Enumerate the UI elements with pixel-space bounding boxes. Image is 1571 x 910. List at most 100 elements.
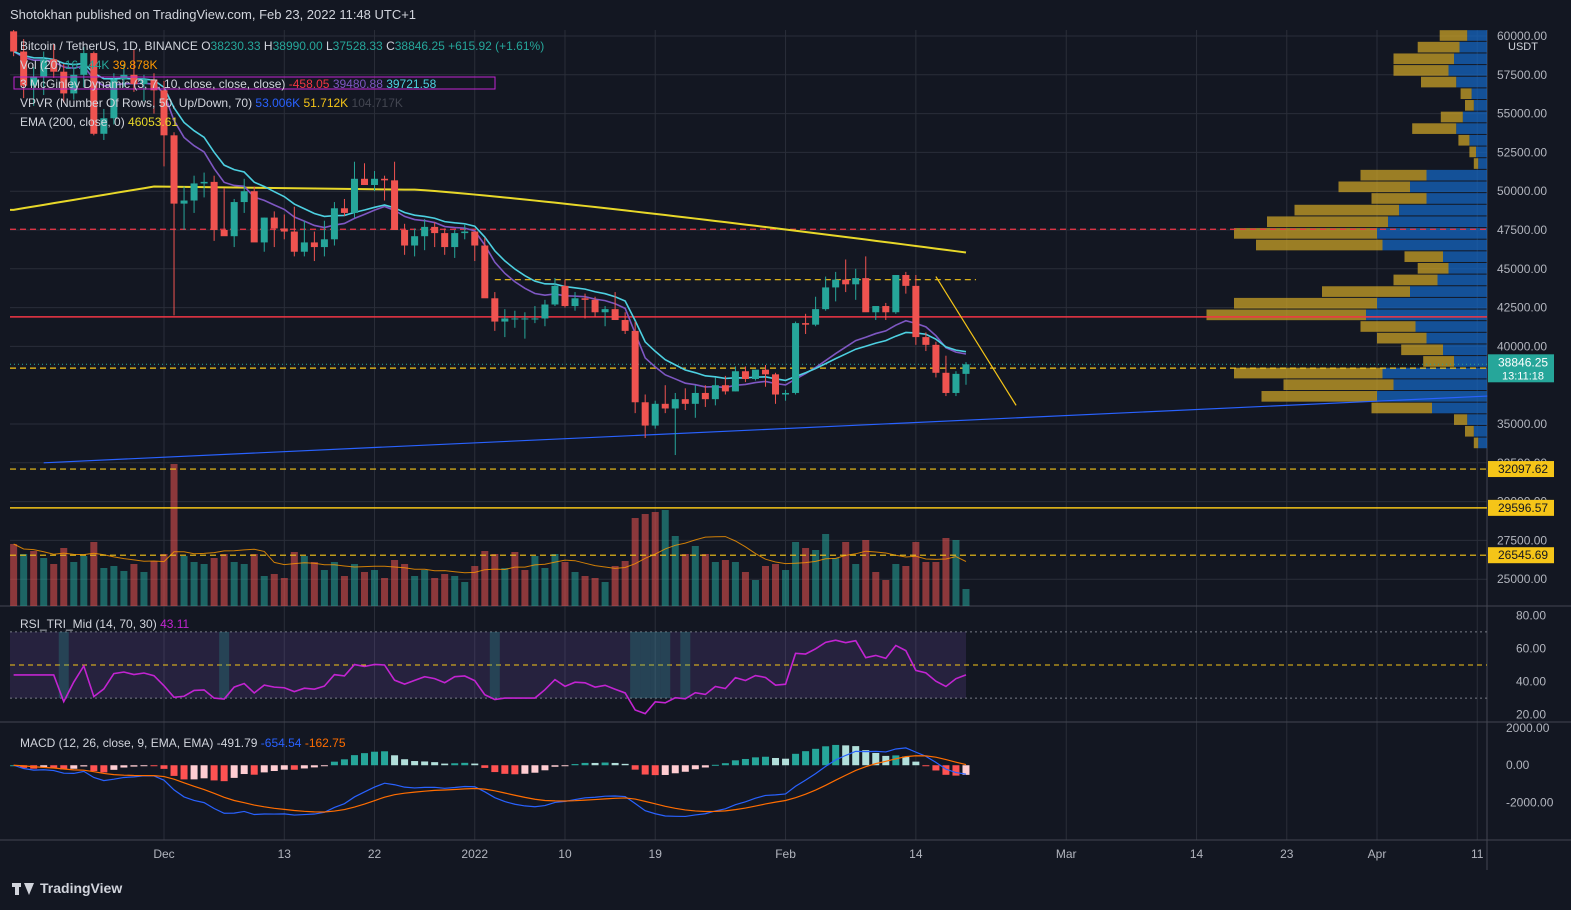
candle-body[interactable] [751,369,759,379]
candle-body[interactable] [290,231,298,252]
candle-body[interactable] [892,275,900,313]
candle-body[interactable] [912,285,920,338]
candle-body[interactable] [250,191,258,243]
candle-body[interactable] [90,53,98,134]
candle-body[interactable] [180,200,188,204]
descending-trendline[interactable] [935,276,1017,406]
candle-body[interactable] [792,323,800,393]
candle-body[interactable] [10,31,18,52]
candle-body[interactable] [391,180,399,230]
legend-symbol[interactable]: Bitcoin / TetherUS, 1D, BINANCE O38230.3… [20,39,544,53]
candle-body[interactable] [671,399,679,409]
candle-body[interactable] [310,242,318,248]
candle-body[interactable] [80,53,88,75]
candle-body[interactable] [782,392,790,395]
candle-body[interactable] [531,318,539,320]
candle-body[interactable] [832,279,840,288]
candle-body[interactable] [240,191,248,203]
legend-ema[interactable]: EMA (200, close, 0) 46053.61 [20,115,178,129]
time-axis[interactable]: Dec 13 22 2022 10 19 Feb 14 Mar 14 23 Apr 11 [153,847,1483,861]
legend-macd[interactable]: MACD (12, 26, close, 9, EMA, EMA) -491.7… [20,736,346,750]
candle-body[interactable] [170,135,178,204]
candle-body[interactable] [481,245,489,299]
candle-body[interactable] [591,299,599,313]
candle-body[interactable] [300,242,308,252]
candle-body[interactable] [701,392,709,400]
candle-body[interactable] [902,275,910,286]
legend-rsi[interactable]: RSI_TRI_Mid (14, 70, 30) 43.11 [20,617,190,631]
candle-body[interactable] [401,230,409,246]
candle-body[interactable] [521,318,529,320]
candle-body[interactable] [230,202,238,237]
candle-body[interactable] [761,369,769,375]
legend-volume[interactable]: Vol (20) 16.644K 39.878K [20,58,157,72]
candle-body[interactable] [50,59,58,72]
candle-body[interactable] [942,372,950,393]
candle-body[interactable] [922,337,930,345]
candle-body[interactable] [330,208,338,240]
candle-body[interactable] [431,226,439,234]
candle-body[interactable] [451,233,459,248]
candle-body[interactable] [561,285,569,307]
candle-body[interactable] [360,178,368,185]
candle-body[interactable] [100,118,108,134]
candle-body[interactable] [60,71,68,94]
candle-body[interactable] [551,285,559,305]
candle-body[interactable] [280,228,288,232]
candle-body[interactable] [441,233,449,248]
candle-body[interactable] [461,231,469,234]
candle-body[interactable] [210,181,218,230]
candle-body[interactable] [601,309,609,313]
candle-body[interactable] [872,306,880,313]
candle-body[interactable] [421,226,429,237]
candle-body[interactable] [651,403,659,426]
candle-body[interactable] [661,403,669,409]
candle-body[interactable] [842,279,850,285]
candle-body[interactable] [621,320,629,331]
candle-body[interactable] [110,79,118,119]
candle-body[interactable] [802,323,810,325]
candle-body[interactable] [581,298,589,300]
candle-body[interactable] [882,306,890,313]
candle-body[interactable] [40,59,48,77]
candle-body[interactable] [270,217,278,229]
legend-vpvr[interactable]: VPVR (Number Of Rows, 50, Up/Down, 70) 5… [20,96,403,110]
candle-body[interactable] [611,309,619,321]
ascending-trendline[interactable] [43,395,1488,464]
tradingview-logo[interactable]: TradingView [12,880,122,896]
candle-body[interactable] [20,51,28,86]
candle-body[interactable] [822,287,830,310]
candle-body[interactable] [932,344,940,373]
candle-body[interactable] [641,402,649,426]
candle-body[interactable] [371,178,379,185]
candle-body[interactable] [681,399,689,404]
candle-body[interactable] [350,178,358,213]
candle-body[interactable] [631,330,639,403]
candle-body[interactable] [852,278,860,285]
candle-body[interactable] [731,371,739,392]
candle-body[interactable] [411,236,419,246]
candle-body[interactable] [862,278,870,313]
candle-body[interactable] [140,79,148,85]
candle-body[interactable] [130,74,138,85]
candle-body[interactable] [30,76,38,86]
candle-body[interactable] [200,181,208,184]
candle-body[interactable] [320,239,328,248]
candle-body[interactable] [501,318,509,322]
candle-body[interactable] [70,74,78,94]
candle-body[interactable] [952,373,960,393]
candle-body[interactable] [511,318,519,320]
candle-body[interactable] [190,183,198,201]
candle-body[interactable] [340,208,348,213]
candle-body[interactable] [772,374,780,395]
candle-body[interactable] [691,392,699,404]
candle-body[interactable] [962,364,970,374]
candle-body[interactable] [741,371,749,379]
candle-body[interactable] [721,385,729,392]
candle-body[interactable] [260,217,268,243]
candle-body[interactable] [471,231,479,246]
candle-body[interactable] [160,90,168,136]
candle-body[interactable] [381,178,389,181]
